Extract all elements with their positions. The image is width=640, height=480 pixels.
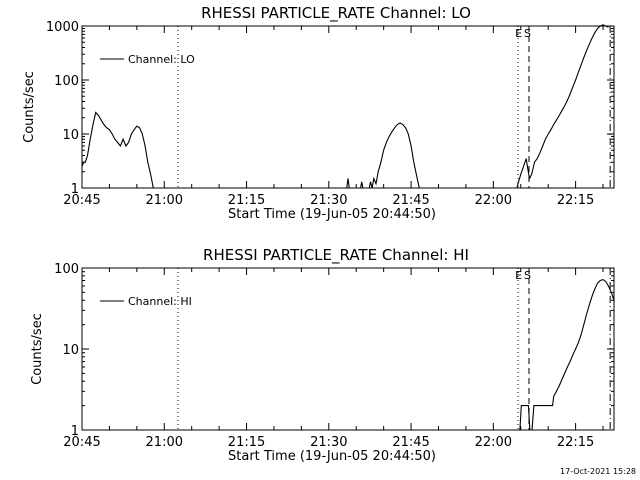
x-tick-label: 21:30 (310, 435, 347, 450)
x-tick-label: 22:15 (557, 193, 594, 208)
x-axis-label: Start Time (19-Jun-05 20:44:50) (228, 449, 436, 464)
footer-timestamp: 17-Oct-2021 15:28 (560, 467, 636, 476)
y-tick-label: 10 (62, 343, 79, 358)
x-tick-label: 20:45 (63, 435, 100, 450)
x-tick-label: 21:15 (228, 193, 265, 208)
x-tick-label: 21:15 (228, 435, 265, 450)
x-tick-label: 21:30 (310, 193, 347, 208)
chart-panel-1: RHESSI PARTICLE_RATE Channel: HI 1 10 100 20… (30, 246, 615, 464)
x-axis-label: Start Time (19-Jun-05 20:44:50) (228, 207, 436, 222)
x-tick-label: 20:45 (63, 193, 100, 208)
legend-entry: Channel: HI (128, 295, 192, 308)
vline-label: E (515, 269, 522, 282)
y-axis-label: Counts/sec (22, 71, 37, 143)
plot-frame (81, 25, 615, 189)
chart-panel-0: RHESSI PARTICLE_RATE Channel: LO 1 10 100 10… (22, 4, 615, 222)
legend-entry: Channel: LO (128, 53, 195, 66)
vline-label: E (515, 27, 522, 40)
chart-title: RHESSI PARTICLE_RATE Channel: HI (203, 246, 469, 265)
vline-label: S (524, 269, 531, 282)
x-tick-label: 21:45 (392, 435, 429, 450)
x-tick-label: 21:00 (146, 193, 183, 208)
x-tick-label: 21:00 (146, 435, 183, 450)
vline-label: S (524, 27, 531, 40)
y-tick-label: 100 (54, 262, 79, 277)
x-tick-label: 21:45 (392, 193, 429, 208)
series-line (82, 24, 609, 188)
y-tick-label: 1000 (46, 20, 79, 35)
y-tick-label: 10 (62, 128, 79, 143)
x-tick-label: 22:00 (475, 193, 512, 208)
y-axis-label: Counts/sec (30, 313, 45, 385)
x-tick-label: 22:15 (557, 435, 594, 450)
y-tick-label: 1 (71, 424, 79, 439)
y-tick-label: 100 (54, 74, 79, 89)
series-line (519, 278, 614, 430)
y-tick-label: 1 (71, 182, 79, 197)
chart-title: RHESSI PARTICLE_RATE Channel: LO (201, 4, 471, 23)
x-tick-label: 22:00 (475, 435, 512, 450)
